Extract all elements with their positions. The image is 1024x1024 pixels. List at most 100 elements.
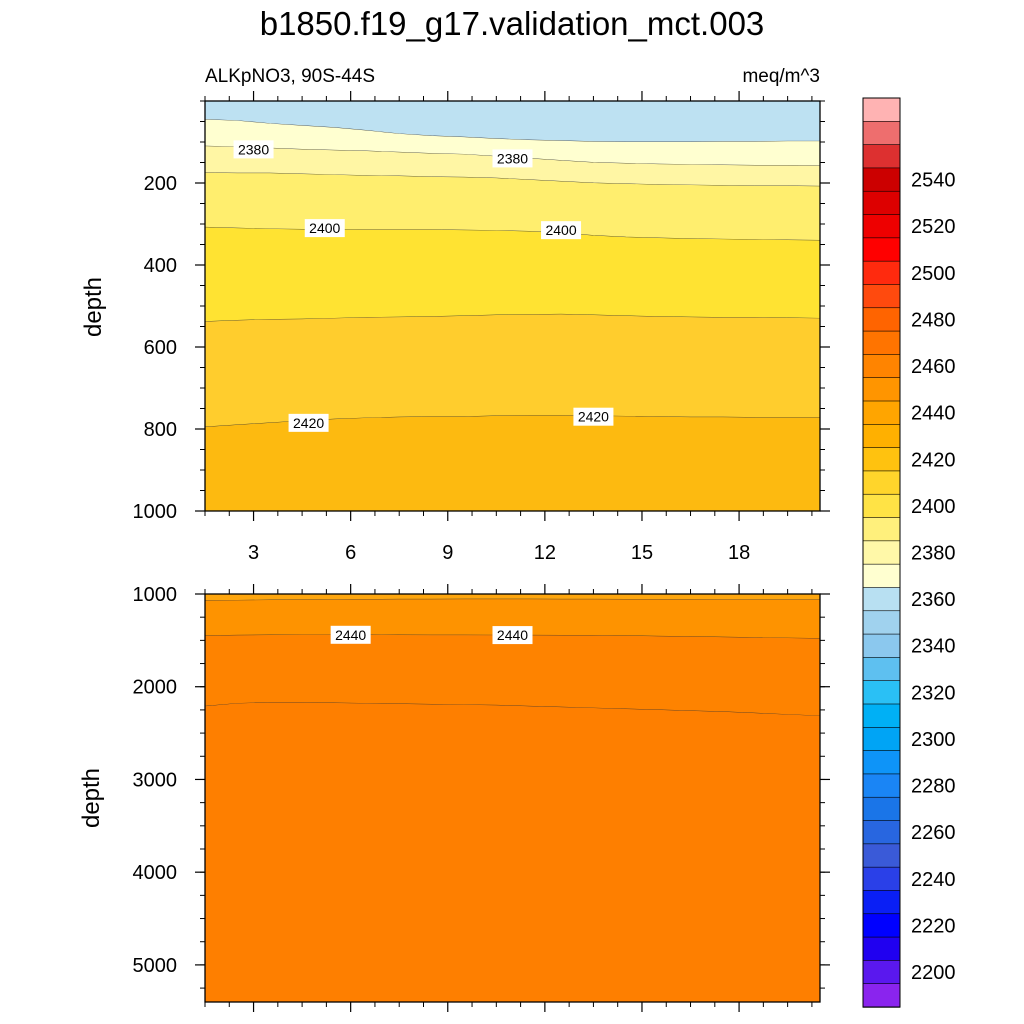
colorbar-label: 2200 (911, 962, 956, 984)
upper-band-2390 (205, 172, 820, 241)
upper-panel: 2380 2380 2400 2400 2420 2420 3 6 9 12 15 18 200 400 6… (133, 91, 830, 564)
colorbar-swatch (862, 913, 901, 938)
colorbar-label: 2240 (911, 869, 956, 891)
y-tick-label: 400 (144, 255, 177, 277)
colorbar-swatch (862, 97, 901, 123)
colorbar-swatch (862, 563, 901, 589)
colorbar-swatch (862, 727, 901, 752)
colorbar-swatch (862, 703, 901, 729)
colorbar-label: 2280 (911, 776, 956, 798)
colorbar-swatch (862, 866, 901, 892)
colorbar-swatch (862, 936, 901, 962)
svg-text:2380: 2380 (497, 150, 528, 166)
colorbar-swatch (862, 773, 901, 798)
contour-label: 2400 (304, 219, 345, 238)
colorbar-swatch (862, 633, 901, 659)
upper-band-2420 (205, 415, 820, 511)
contour-label: 2440 (492, 626, 533, 645)
colorbar-swatch (862, 540, 901, 565)
y-tick-label: 800 (144, 419, 177, 441)
colorbar-swatch (862, 657, 901, 682)
colorbar-label: 2260 (911, 822, 956, 844)
upper-band-2370 (205, 119, 820, 166)
y-tick-label: 3000 (133, 769, 178, 791)
x-tick-label: 3 (248, 542, 259, 564)
x-tick-label: 18 (728, 542, 750, 564)
colorbar-swatch (862, 237, 901, 262)
y-tick-label: 600 (144, 337, 177, 359)
colorbar-swatch (862, 820, 901, 845)
chart-units: meq/m^3 (742, 66, 820, 87)
svg-text:2380: 2380 (238, 141, 269, 157)
x-tick-label: 12 (534, 542, 556, 564)
upper-band-2360 (205, 101, 820, 142)
colorbar-label: 2400 (911, 496, 956, 518)
colorbar-label: 2220 (911, 915, 956, 937)
y-tick-label: 4000 (133, 862, 178, 884)
colorbar-label: 2360 (911, 589, 956, 611)
svg-text:2400: 2400 (309, 220, 340, 236)
colorbar-swatch (862, 144, 901, 169)
upper-band-2410 (205, 314, 820, 427)
colorbar-swatch (862, 214, 901, 239)
colorbar-swatch (862, 307, 901, 332)
contour-label: 2380 (233, 140, 274, 159)
svg-text:2420: 2420 (578, 409, 609, 425)
contour-label: 2400 (541, 221, 582, 240)
colorbar-swatch (862, 190, 901, 216)
colorbar-swatch (862, 284, 901, 309)
colorbar-label: 2320 (911, 682, 956, 704)
y-tick-label: 5000 (133, 955, 178, 977)
svg-text:2420: 2420 (293, 415, 324, 431)
colorbar-swatch (862, 330, 901, 356)
colorbar-swatch (862, 843, 901, 868)
chart-title: b1850.f19_g17.validation_mct.003 (260, 5, 765, 42)
contour-label: 2420 (573, 407, 614, 426)
colorbar-swatch (862, 260, 901, 286)
lower-y-axis-label: depth (78, 768, 105, 828)
colorbar-label: 2380 (911, 543, 956, 565)
lower-band-2440 (205, 594, 820, 601)
colorbar-swatch (862, 796, 901, 822)
colorbar-swatch (862, 750, 901, 775)
svg-text:2440: 2440 (497, 627, 528, 643)
colorbar-swatch (862, 983, 901, 1008)
lower-panel: 2440 2440 1000 2000 3000 4000 5000 (133, 584, 830, 1012)
x-tick-label: 6 (345, 542, 356, 564)
colorbar-swatch (862, 587, 901, 612)
colorbar-swatch (862, 890, 901, 915)
colorbar-swatch (862, 470, 901, 495)
colorbar-swatch (862, 447, 901, 472)
colorbar-swatch (862, 121, 901, 146)
colorbar-swatch (862, 610, 901, 635)
colorbar: 2540 2520 2500 2480 2460 2440 2420 2400 2380 2360… (862, 97, 956, 1008)
colorbar-swatch (862, 960, 901, 985)
colorbar-swatch (862, 517, 901, 542)
colorbar-swatch (862, 400, 901, 426)
y-tick-label: 200 (144, 173, 177, 195)
contour-label: 2420 (288, 413, 329, 432)
colorbar-swatch (862, 377, 901, 402)
colorbar-swatch (862, 424, 901, 449)
lower-band-2460 (205, 634, 820, 716)
colorbar-label: 2520 (911, 216, 956, 238)
contour-label: 2440 (330, 625, 371, 644)
chart-subtitle-left: ALKpNO3, 90S-44S (205, 66, 375, 87)
colorbar-label: 2540 (911, 170, 956, 192)
colorbar-label: 2340 (911, 636, 956, 658)
contour-label: 2380 (492, 149, 533, 168)
x-tick-label: 15 (631, 542, 653, 564)
svg-text:2400: 2400 (545, 222, 576, 238)
y-tick-label: 1000 (133, 584, 178, 606)
colorbar-label: 2300 (911, 729, 956, 751)
colorbar-label: 2480 (911, 309, 956, 331)
colorbar-swatch (862, 167, 901, 192)
colorbar-swatch (862, 354, 901, 379)
y-tick-label: 1000 (133, 501, 178, 523)
colorbar-label: 2440 (911, 403, 956, 425)
colorbar-label: 2420 (911, 449, 956, 471)
svg-text:2440: 2440 (335, 627, 366, 643)
upper-band-2400 (205, 227, 820, 322)
colorbar-label: 2460 (911, 356, 956, 378)
